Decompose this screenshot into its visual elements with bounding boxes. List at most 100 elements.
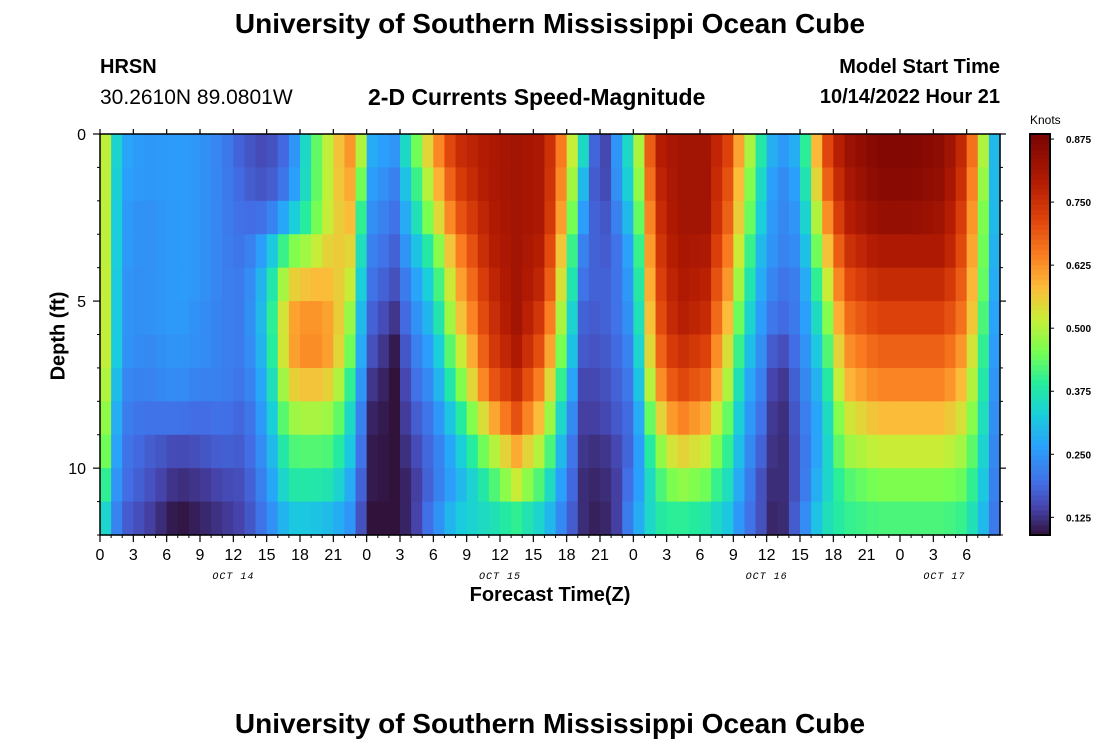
- x-tick-label: 15: [258, 547, 276, 564]
- heatmap-cell: [666, 267, 679, 302]
- heatmap-cell: [266, 134, 279, 169]
- heatmap-cell: [511, 501, 523, 536]
- heatmap-cell: [977, 401, 990, 436]
- heatmap-cell: [300, 301, 312, 336]
- heatmap-cell: [944, 367, 957, 402]
- heatmap-cell: [255, 501, 268, 536]
- heatmap-cell: [900, 468, 912, 503]
- y-tick-label: 0: [77, 127, 86, 144]
- heatmap-cell: [233, 501, 246, 536]
- heatmap-cell: [655, 434, 668, 469]
- heatmap-cell: [277, 434, 290, 469]
- heatmap-cell: [955, 401, 968, 436]
- heatmap-cell: [933, 167, 946, 202]
- heatmap-cell: [300, 468, 312, 503]
- heatmap-cell: [555, 401, 568, 436]
- heatmap-cell: [111, 367, 123, 402]
- heatmap-cell: [877, 334, 890, 369]
- heatmap-cell: [500, 200, 512, 235]
- heatmap-cell: [888, 234, 901, 269]
- heatmap-cell: [744, 334, 757, 369]
- heatmap-cell: [411, 167, 423, 202]
- colorbar-segment: [1030, 344, 1050, 351]
- heatmap-cell: [544, 401, 557, 436]
- heatmap-cell: [466, 301, 479, 336]
- heatmap-cell: [911, 434, 923, 469]
- heatmap-cell: [900, 267, 912, 302]
- heatmap-cell: [566, 501, 579, 536]
- x-tick-label: 6: [162, 547, 171, 564]
- heatmap-cell: [755, 234, 768, 269]
- heatmap-cell: [511, 301, 523, 336]
- heatmap-cell: [811, 468, 823, 503]
- heatmap-cell: [788, 367, 801, 402]
- heatmap-cell: [466, 367, 479, 402]
- heatmap-cell: [766, 468, 779, 503]
- heatmap-cell: [711, 200, 723, 235]
- heatmap-cell: [433, 468, 446, 503]
- date-label: OCT 14: [212, 572, 254, 583]
- heatmap-cell: [700, 134, 712, 169]
- heatmap-cell: [277, 234, 290, 269]
- heatmap-cell: [344, 334, 357, 369]
- heatmap-cell: [133, 134, 146, 169]
- footer-title: University of Southern Mississippi Ocean…: [234, 708, 866, 739]
- heatmap-cell: [800, 301, 812, 336]
- heatmap-cell: [377, 401, 390, 436]
- heatmap-cell: [111, 267, 123, 302]
- heatmap-cell: [555, 468, 568, 503]
- heatmap-cell: [522, 134, 534, 169]
- colorbar-segment: [1030, 389, 1050, 396]
- heatmap-cell: [211, 334, 223, 369]
- heatmap-cell: [633, 434, 646, 469]
- heatmap-cell: [988, 468, 1001, 503]
- heatmap-cell: [344, 167, 357, 202]
- heatmap-cell: [322, 468, 334, 503]
- heatmap-cell: [877, 468, 890, 503]
- colorbar-segment: [1030, 514, 1050, 521]
- heatmap-cell: [200, 468, 212, 503]
- heatmap-cell: [633, 468, 646, 503]
- heatmap-cell: [733, 434, 746, 469]
- colorbar-segment: [1030, 459, 1050, 466]
- colorbar-segment: [1030, 469, 1050, 476]
- colorbar-segment: [1030, 139, 1050, 145]
- heatmap-cell: [200, 367, 212, 402]
- colorbar-segment: [1030, 359, 1050, 366]
- heatmap-cell: [588, 367, 601, 402]
- heatmap-cell: [155, 301, 168, 336]
- heatmap-cell: [555, 167, 568, 202]
- heatmap-cell: [166, 301, 179, 336]
- heatmap-cells: [100, 134, 1001, 536]
- x-tick-label: 6: [962, 547, 971, 564]
- heatmap-cell: [755, 434, 768, 469]
- heatmap-cell: [366, 501, 379, 536]
- heatmap-cell: [955, 267, 968, 302]
- heatmap-cell: [544, 334, 557, 369]
- heatmap-cell: [911, 301, 923, 336]
- heatmap-cell: [455, 334, 468, 369]
- colorbar-segment: [1030, 309, 1050, 316]
- heatmap-cell: [900, 234, 912, 269]
- heatmap-cell: [400, 234, 412, 269]
- x-tick-label: 3: [662, 547, 671, 564]
- colorbar-segment: [1030, 249, 1050, 255]
- heatmap-cell: [511, 267, 523, 302]
- heatmap-cell: [233, 267, 246, 302]
- heatmap-cell: [255, 401, 268, 436]
- heatmap-cell: [100, 167, 112, 202]
- colorbar-segment: [1030, 484, 1050, 491]
- heatmap-cell: [233, 334, 246, 369]
- heatmap-cell: [422, 301, 434, 336]
- heatmap-cell: [388, 334, 401, 369]
- heatmap-cell: [877, 234, 890, 269]
- heatmap-cell: [800, 434, 812, 469]
- colorbar-segment: [1030, 489, 1050, 496]
- colorbar-segment: [1030, 284, 1050, 290]
- page-title: University of Southern Mississippi Ocean…: [234, 8, 866, 39]
- heatmap-cell: [844, 367, 857, 402]
- heatmap-cell: [600, 434, 612, 469]
- heatmap-cell: [455, 501, 468, 536]
- heatmap-cell: [677, 468, 690, 503]
- heatmap-cell: [977, 134, 990, 169]
